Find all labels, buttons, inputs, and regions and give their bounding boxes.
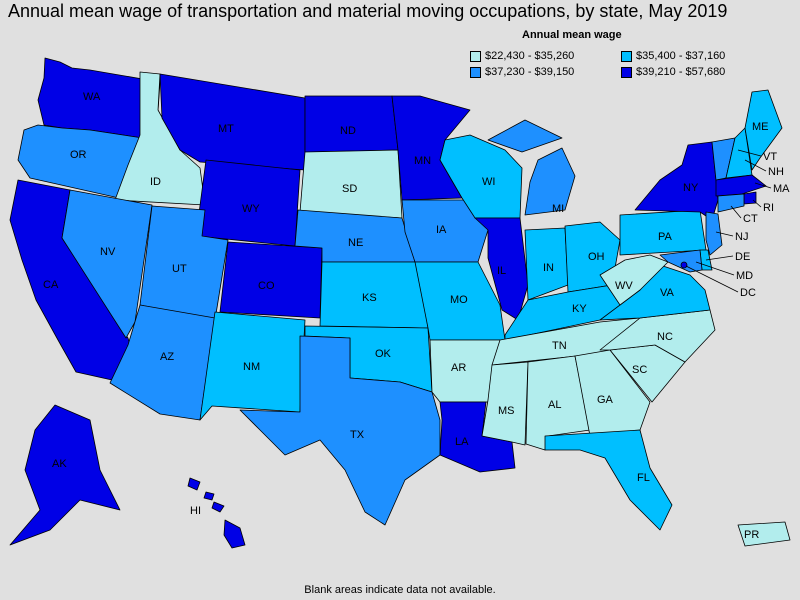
label-me: ME bbox=[752, 121, 769, 133]
state-nj[interactable] bbox=[705, 211, 723, 256]
label-ga: GA bbox=[597, 394, 614, 406]
label-ks: KS bbox=[362, 292, 377, 304]
label-mo: MO bbox=[450, 294, 468, 306]
label-va: VA bbox=[660, 287, 675, 299]
label-nd: ND bbox=[340, 125, 356, 137]
label-co: CO bbox=[258, 280, 275, 292]
label-dc: DC bbox=[740, 287, 756, 299]
label-nm: NM bbox=[243, 361, 260, 373]
footnote: Blank areas indicate data not available. bbox=[304, 584, 496, 596]
state-nd[interactable] bbox=[304, 95, 399, 153]
state-nv[interactable] bbox=[61, 189, 153, 339]
state-ny[interactable] bbox=[634, 141, 719, 221]
label-ar: AR bbox=[451, 362, 466, 374]
state-nm[interactable] bbox=[199, 311, 306, 421]
label-fl: FL bbox=[637, 472, 650, 484]
state-ri[interactable] bbox=[743, 191, 757, 205]
label-wy: WY bbox=[242, 203, 260, 215]
label-al: AL bbox=[548, 399, 561, 411]
label-id: ID bbox=[150, 176, 161, 188]
legend-label: $35,400 - $37,160 bbox=[636, 50, 726, 62]
state-la[interactable] bbox=[439, 401, 516, 473]
legend-label: $22,430 - $35,260 bbox=[485, 50, 575, 62]
label-sc: SC bbox=[632, 364, 647, 376]
legend-item-bin-0: $22,430 - $35,260 bbox=[470, 50, 574, 62]
map-title: Annual mean wage of transportation and m… bbox=[8, 1, 728, 21]
label-de: DE bbox=[735, 251, 750, 263]
label-mi: MI bbox=[552, 203, 564, 215]
state-mi-upper[interactable] bbox=[487, 119, 563, 153]
label-mn: MN bbox=[414, 155, 431, 167]
label-ny: NY bbox=[683, 182, 699, 194]
label-az: AZ bbox=[160, 351, 174, 363]
state-il[interactable] bbox=[474, 217, 529, 321]
label-ia: IA bbox=[436, 224, 447, 236]
legend-label: $39,210 - $57,680 bbox=[636, 66, 726, 78]
legend-swatch bbox=[621, 50, 632, 62]
state-ma[interactable] bbox=[715, 174, 767, 197]
label-wi: WI bbox=[482, 176, 495, 188]
state-mi[interactable] bbox=[524, 147, 576, 216]
state-tx[interactable] bbox=[239, 335, 441, 526]
label-ms: MS bbox=[498, 405, 515, 417]
label-nv: NV bbox=[100, 246, 116, 258]
state-ak[interactable] bbox=[9, 404, 121, 546]
legend-swatch bbox=[470, 50, 481, 62]
label-in: IN bbox=[543, 262, 554, 274]
label-ca: CA bbox=[43, 279, 59, 291]
legend-title: Annual mean wage bbox=[522, 29, 622, 41]
label-mt: MT bbox=[218, 123, 234, 135]
label-la: LA bbox=[455, 436, 469, 448]
legend-item-bin-3: $39,210 - $57,680 bbox=[621, 66, 725, 78]
label-ct: CT bbox=[743, 213, 758, 225]
state-hi-islands[interactable] bbox=[187, 477, 225, 513]
legend-swatch bbox=[621, 66, 632, 78]
label-nh: NH bbox=[768, 166, 784, 178]
state-fl[interactable] bbox=[544, 429, 673, 531]
label-hi: HI bbox=[190, 505, 201, 517]
state-ct[interactable] bbox=[717, 193, 745, 213]
label-tx: TX bbox=[350, 429, 365, 441]
state-dc[interactable] bbox=[680, 261, 688, 269]
state-pr[interactable] bbox=[737, 521, 791, 547]
label-tn: TN bbox=[552, 340, 567, 352]
state-hi[interactable] bbox=[223, 519, 246, 549]
label-or: OR bbox=[70, 149, 87, 161]
label-wv: WV bbox=[615, 280, 633, 292]
label-ne: NE bbox=[348, 237, 363, 249]
state-ga[interactable] bbox=[574, 349, 651, 437]
legend-swatch bbox=[470, 66, 481, 78]
legend-item-bin-2: $37,230 - $39,150 bbox=[470, 66, 574, 78]
label-sd: SD bbox=[342, 183, 357, 195]
label-ma: MA bbox=[773, 183, 790, 195]
label-ky: KY bbox=[572, 303, 587, 315]
label-ri: RI bbox=[763, 202, 774, 214]
label-ak: AK bbox=[52, 458, 67, 470]
label-pr: PR bbox=[744, 529, 759, 541]
legend-item-bin-1: $35,400 - $37,160 bbox=[621, 50, 725, 62]
label-ok: OK bbox=[375, 348, 392, 360]
label-pa: PA bbox=[658, 231, 673, 243]
label-vt: VT bbox=[763, 151, 777, 163]
label-nc: NC bbox=[657, 331, 673, 343]
leader-lines bbox=[685, 149, 772, 293]
label-il: IL bbox=[497, 265, 506, 277]
legend-label: $37,230 - $39,150 bbox=[485, 66, 575, 78]
state-me[interactable] bbox=[744, 89, 783, 171]
label-md: MD bbox=[736, 270, 753, 282]
label-ut: UT bbox=[172, 263, 187, 275]
label-oh: OH bbox=[588, 251, 605, 263]
label-wa: WA bbox=[83, 91, 101, 103]
label-nj: NJ bbox=[735, 231, 748, 243]
